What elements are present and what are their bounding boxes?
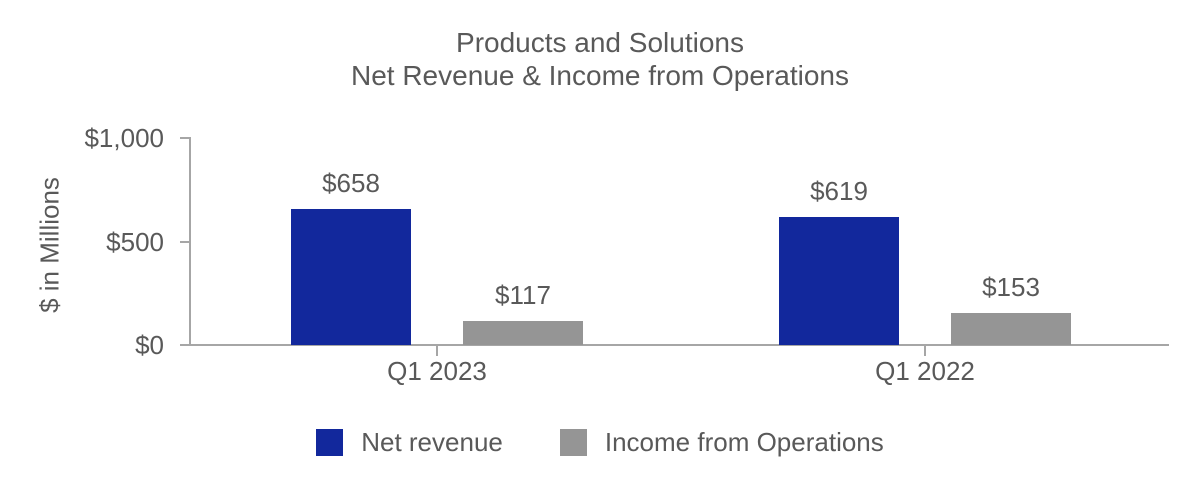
legend-label-net-revenue: Net revenue: [361, 427, 503, 457]
x-category-label: Q1 2023: [387, 356, 487, 386]
bar-income-from-operations-q1-2023: [463, 321, 583, 345]
chart-title-line1: Products and Solutions: [456, 27, 744, 58]
legend-item-net-revenue: Net revenue: [316, 429, 503, 456]
legend-label-income-from-operations: Income from Operations: [604, 427, 884, 457]
chart-title-line2: Net Revenue & Income from Operations: [350, 60, 849, 91]
bar-net-revenue-q1-2022: [779, 217, 899, 345]
chart-title: Products and Solutions Net Revenue & Inc…: [0, 26, 1200, 92]
x-category-label: Q1 2022: [875, 356, 975, 386]
legend-swatch-net-revenue: [316, 429, 344, 456]
y-tick-label: $1,000: [84, 123, 164, 153]
x-tick-mark: [436, 345, 438, 356]
y-axis-title: $ in Millions: [34, 177, 65, 313]
bar-value-label: $658: [322, 168, 380, 198]
legend: Net revenue Income from Operations: [0, 429, 1200, 456]
bar-value-label: $153: [982, 272, 1040, 302]
y-tick-mark: [180, 240, 190, 243]
y-tick-label: $0: [135, 330, 164, 360]
x-tick-mark: [924, 345, 926, 356]
legend-swatch-income-from-operations: [559, 429, 587, 456]
bar-income-from-operations-q1-2022: [951, 313, 1071, 345]
x-axis-line: [181, 344, 1169, 346]
y-axis-line: [189, 137, 191, 346]
y-tick-mark: [180, 344, 190, 346]
legend-item-income-from-operations: Income from Operations: [559, 427, 884, 457]
bar-value-label: $619: [810, 176, 868, 206]
y-tick-mark: [180, 137, 190, 139]
y-tick-label: $500: [106, 226, 164, 257]
bar-net-revenue-q1-2023: [291, 209, 411, 345]
bar-value-label: $117: [495, 280, 551, 310]
